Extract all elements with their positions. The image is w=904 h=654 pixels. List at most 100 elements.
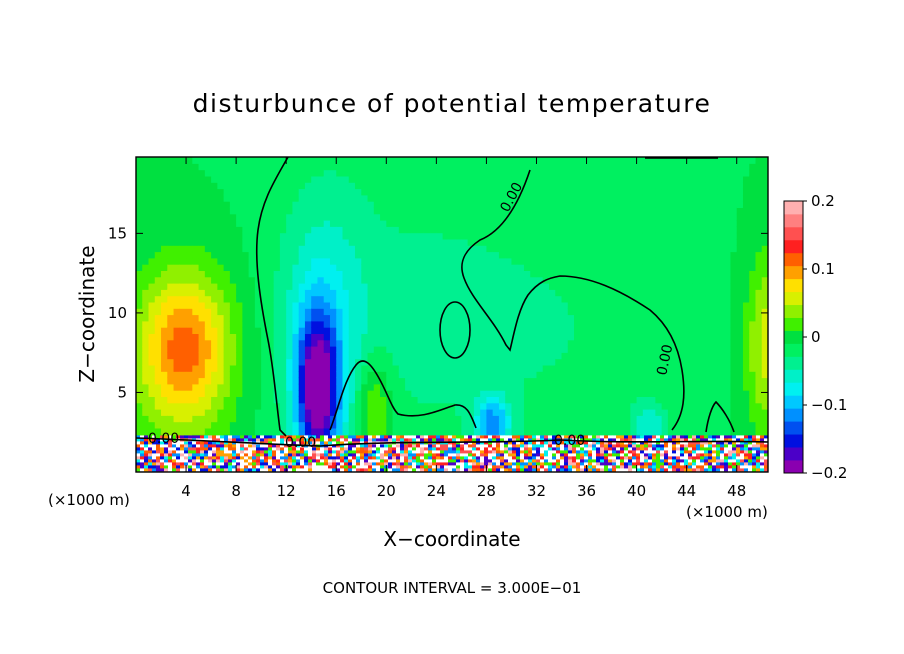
field-cell <box>236 194 243 202</box>
field-cell <box>380 194 387 202</box>
field-cell <box>154 427 162 435</box>
field-cell <box>755 289 763 297</box>
field-cell <box>186 314 193 322</box>
field-cell <box>711 383 719 391</box>
field-cell <box>192 415 200 423</box>
field-cell <box>136 364 143 372</box>
field-cell <box>461 402 469 410</box>
field-cell <box>742 201 750 208</box>
field-cell <box>229 383 237 391</box>
field-cell <box>204 333 212 341</box>
field-cell <box>661 371 669 379</box>
field-cell <box>605 377 613 385</box>
field-cell <box>436 301 444 309</box>
field-cell <box>586 157 594 164</box>
field-cell <box>329 270 337 278</box>
field-cell <box>630 245 638 253</box>
field-cell <box>580 358 588 366</box>
field-cell <box>367 201 375 208</box>
field-cell <box>724 175 732 183</box>
field-cell <box>386 270 394 278</box>
field-cell <box>630 207 638 215</box>
field-cell <box>198 220 206 227</box>
field-cell <box>254 339 262 347</box>
field-cell <box>455 327 462 334</box>
field-cell <box>229 396 237 404</box>
field-cell <box>136 308 143 316</box>
field-cell <box>292 339 300 347</box>
field-cell <box>292 175 300 183</box>
field-cell <box>142 182 150 190</box>
field-cell <box>423 157 431 164</box>
field-cell <box>523 257 531 265</box>
field-cell <box>617 358 625 366</box>
field-cell <box>492 182 500 190</box>
field-cell <box>292 383 300 391</box>
field-cell <box>411 232 419 240</box>
field-cell <box>555 320 563 328</box>
field-cell <box>592 169 600 177</box>
field-cell <box>229 427 237 435</box>
field-cell <box>486 377 494 385</box>
field-cell <box>179 346 187 353</box>
field-cell <box>136 207 143 215</box>
field-cell <box>749 270 757 278</box>
field-cell <box>492 201 500 208</box>
field-cell <box>523 194 531 202</box>
field-cell <box>711 409 719 416</box>
field-cell <box>267 220 275 227</box>
field-cell <box>254 182 262 190</box>
field-cell <box>273 264 281 271</box>
field-cell <box>423 409 431 416</box>
field-cell <box>411 377 419 385</box>
field-cell <box>398 352 406 360</box>
field-cell <box>161 257 168 265</box>
field-cell <box>311 201 319 208</box>
field-cell <box>229 364 237 372</box>
field-cell <box>605 238 613 246</box>
field-cell <box>567 402 575 410</box>
field-cell <box>567 194 575 202</box>
field-cell <box>630 194 638 202</box>
field-cell <box>380 257 387 265</box>
field-cell <box>586 339 594 347</box>
field-cell <box>711 163 719 171</box>
field-cell <box>705 220 713 227</box>
field-cell <box>436 402 444 410</box>
field-cell <box>192 320 200 328</box>
field-cell <box>505 232 513 240</box>
field-cell <box>248 339 256 347</box>
field-cell <box>211 157 218 164</box>
field-cell <box>323 314 331 322</box>
field-cell <box>211 402 218 410</box>
field-cell <box>680 264 688 271</box>
field-cell <box>148 358 156 366</box>
field-cell <box>548 358 556 366</box>
field-cell <box>423 390 431 397</box>
field-cell <box>442 402 450 410</box>
field-cell <box>642 314 650 322</box>
field-cell <box>486 358 494 366</box>
field-cell <box>380 169 387 177</box>
field-cell <box>179 396 187 404</box>
field-cell <box>649 314 656 322</box>
field-cell <box>286 175 294 183</box>
field-cell <box>473 276 481 284</box>
field-cell <box>574 276 581 284</box>
field-cell <box>599 383 606 391</box>
field-cell <box>480 314 488 322</box>
field-cell <box>448 257 456 265</box>
field-cell <box>686 238 694 246</box>
field-cell <box>292 308 300 316</box>
field-cell <box>417 251 425 259</box>
field-cell <box>674 201 681 208</box>
field-cell <box>361 427 369 435</box>
field-cell <box>592 251 600 259</box>
field-cell <box>655 245 663 253</box>
field-cell <box>523 320 531 328</box>
field-cell <box>655 396 663 404</box>
field-cell <box>461 213 469 221</box>
field-cell <box>473 352 481 360</box>
field-cell <box>655 232 663 240</box>
field-cell <box>342 169 350 177</box>
